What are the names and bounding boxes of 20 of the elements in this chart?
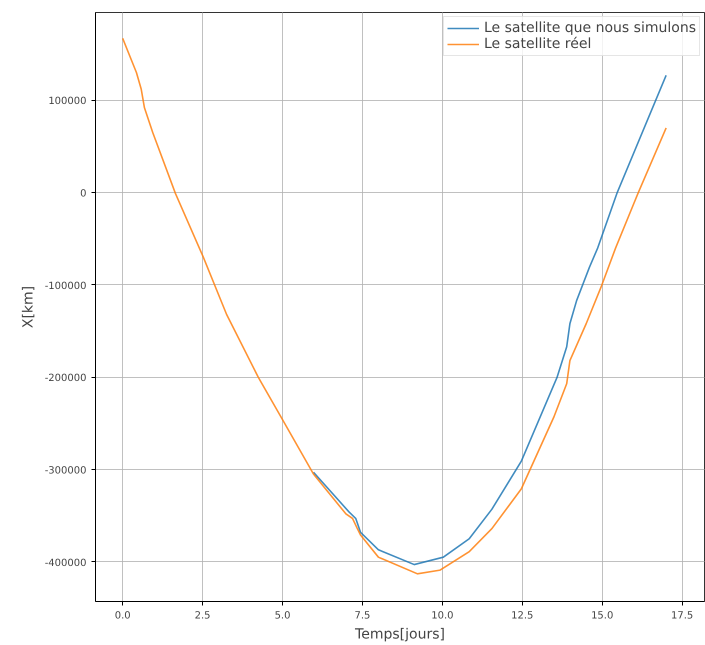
legend-label: Le satellite que nous simulons [484,20,696,36]
line-series [312,74,667,566]
x-tick-label: 10.0 [431,610,454,622]
x-tick-label: 7.5 [354,610,370,622]
y-tick-label: -200000 [44,373,87,384]
x-tick-label: 12.5 [511,610,534,622]
y-tick-label: 100000 [48,96,87,108]
x-tick-label: 2.5 [194,610,211,622]
y-axis-title: X[km] [20,286,37,328]
y-tick-label: -100000 [44,280,87,292]
x-tick-label: 15.0 [591,610,614,622]
x-tick-label: 0.0 [114,610,131,622]
y-tick-label: -400000 [44,558,87,569]
y-tick-label: -300000 [44,465,87,476]
x-axis-title: Temps[jours] [354,626,445,642]
x-tick-label: 5.0 [274,610,290,622]
x-tick-label: 17.5 [670,610,694,622]
y-tick-label: 0 [80,188,87,200]
line-series [122,38,667,575]
legend-label: Le satellite réel [484,36,592,52]
